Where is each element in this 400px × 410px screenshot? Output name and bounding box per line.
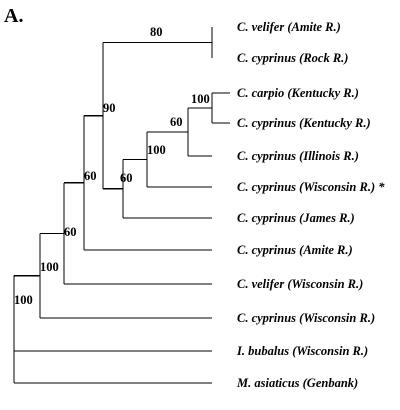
taxon-label: C. cyprinus (Wisconsin R.) *: [237, 180, 385, 194]
panel-label: A.: [4, 5, 23, 27]
bootstrap-value: 100: [147, 143, 166, 157]
bootstrap-value: 60: [170, 115, 183, 129]
taxon-label: C. cyprinus (Illinois R.): [237, 149, 359, 163]
taxon-label: C. cyprinus (Rock R.): [237, 51, 348, 65]
bootstrap-value: 100: [14, 293, 33, 307]
bootstrap-value: 90: [103, 101, 116, 115]
bootstrap-value: 80: [150, 25, 163, 39]
taxon-label: C. cyprinus (Kentucky R.): [237, 116, 371, 130]
bootstrap-values: 100 100 60 60 90 80 60 100 60 100: [14, 25, 210, 307]
taxon-label: C. carpio (Kentucky R.): [237, 86, 359, 100]
bootstrap-value: 60: [64, 225, 77, 239]
bootstrap-value: 100: [40, 260, 59, 274]
bootstrap-value: 60: [120, 171, 133, 185]
taxon-labels: C. velifer (Amite R.) C. cyprinus (Rock R…: [236, 20, 385, 390]
tree-branches: [13, 27, 230, 384]
bootstrap-value: 60: [84, 169, 97, 183]
taxon-label: C. cyprinus (Amite R.): [237, 243, 353, 257]
taxon-label: C. velifer (Amite R.): [237, 20, 341, 34]
taxon-label: M. asiaticus (Genbank): [236, 376, 358, 390]
taxon-label: I. bubalus (Wisconsin R.): [236, 344, 368, 358]
bootstrap-value: 100: [191, 92, 210, 106]
taxon-label: C. velifer (Wisconsin R.): [237, 277, 363, 291]
taxon-label: C. cyprinus (James R.): [237, 211, 355, 225]
taxon-label: C. cyprinus (Wisconsin R.): [237, 311, 375, 325]
